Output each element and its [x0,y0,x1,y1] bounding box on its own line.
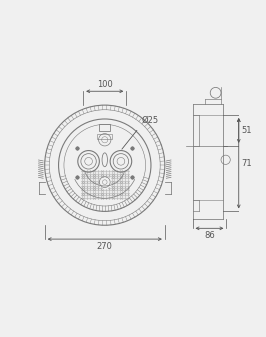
Text: Ø25: Ø25 [142,116,159,125]
Text: 100: 100 [97,80,113,89]
Bar [97,133,113,139]
Text: 86: 86 [204,232,215,240]
Bar [99,124,110,130]
Text: 270: 270 [97,242,113,251]
Text: 71: 71 [241,159,252,168]
Text: 51: 51 [241,126,252,135]
